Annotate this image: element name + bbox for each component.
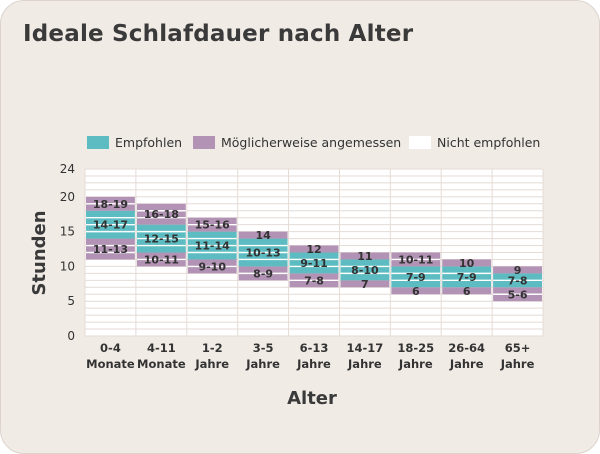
x-tick-label: Monate xyxy=(86,357,135,371)
data-label-recommended: 7-9 xyxy=(457,271,477,284)
bar-upper-possible xyxy=(493,266,542,274)
x-tick-label: Jahre xyxy=(449,357,484,371)
bar-upper-possible xyxy=(340,252,390,260)
data-label-upper: 11 xyxy=(357,250,372,263)
data-label-lower: 6 xyxy=(463,285,471,298)
data-label-lower: 6 xyxy=(412,285,420,298)
data-label-recommended: 10-13 xyxy=(246,247,281,260)
x-tick-label: 18-25 xyxy=(397,341,434,355)
y-tick-label: 15 xyxy=(60,225,75,239)
y-tick-label: 5 xyxy=(67,294,75,308)
legend-label-possible: Möglicherweise angemessen xyxy=(221,134,402,150)
x-tick-label: 65+ xyxy=(505,341,531,355)
x-tick-label: 14-17 xyxy=(346,341,383,355)
x-tick-label: Jahre xyxy=(500,357,535,371)
bar-upper-possible xyxy=(238,231,288,239)
legend-label-recommended: Empfohlen xyxy=(115,134,183,150)
bar-upper-possible xyxy=(136,203,186,225)
data-label-lower: 8-9 xyxy=(253,267,273,280)
legend-swatch-recommended xyxy=(87,135,109,149)
data-label-recommended: 9-11 xyxy=(300,257,328,270)
data-label-recommended: 12-15 xyxy=(144,233,179,246)
data-label-lower: 7-8 xyxy=(304,274,324,287)
bar-recommended xyxy=(442,266,492,288)
x-tick-label: Jahre xyxy=(245,357,280,371)
y-axis-title: Stunden xyxy=(29,210,50,295)
y-tick-label: 20 xyxy=(60,190,75,204)
bar-lower-possible xyxy=(391,287,441,295)
x-tick-label: 4-11 xyxy=(147,341,176,355)
legend-item-possible: Möglicherweise angemessen xyxy=(193,133,401,151)
data-label-lower: 9-10 xyxy=(198,260,226,273)
data-label-upper: 9 xyxy=(514,264,522,277)
x-tick-label: 3-5 xyxy=(253,341,274,355)
legend-swatch-possible xyxy=(193,135,215,149)
bar-recommended xyxy=(289,252,339,274)
data-label-upper: 16-18 xyxy=(144,208,179,221)
data-label-upper: 18-19 xyxy=(93,198,128,211)
y-tick-label: 24 xyxy=(60,162,75,176)
bar-upper-possible xyxy=(289,245,339,253)
x-tick-label: Jahre xyxy=(296,357,331,371)
x-tick-label: 26-64 xyxy=(448,341,485,355)
data-label-recommended: 7-8 xyxy=(508,274,528,287)
bar-recommended xyxy=(340,259,390,281)
x-axis-title: Alter xyxy=(287,388,337,409)
chart-title: Ideale Schlafdauer nach Alter xyxy=(23,21,414,47)
bar-lower-possible xyxy=(340,280,390,288)
data-label-recommended: 8-10 xyxy=(351,264,379,277)
data-label-upper: 10-11 xyxy=(398,253,433,266)
x-tick-label: Jahre xyxy=(398,357,433,371)
data-label-recommended: 7-9 xyxy=(406,271,426,284)
x-tick-label: 0-4 xyxy=(100,341,121,355)
data-label-lower: 7 xyxy=(361,278,369,291)
data-label-lower: 10-11 xyxy=(144,253,179,266)
bar-lower-possible xyxy=(442,287,492,295)
legend-item-not-recommended: Nicht empfohlen xyxy=(409,133,540,151)
data-label-upper: 12 xyxy=(306,243,321,256)
x-tick-label: Jahre xyxy=(194,357,229,371)
data-label-upper: 10 xyxy=(459,257,475,270)
data-label-upper: 15-16 xyxy=(195,219,231,232)
legend-swatch-not-recommended xyxy=(409,135,431,149)
data-label-recommended: 11-14 xyxy=(195,240,231,253)
data-label-lower: 5-6 xyxy=(508,288,528,301)
x-tick-label: 1-2 xyxy=(202,341,223,355)
bar-recommended xyxy=(391,266,441,288)
x-tick-label: Jahre xyxy=(347,357,382,371)
data-label-upper: 14 xyxy=(255,229,271,242)
legend-item-recommended: Empfohlen xyxy=(87,133,182,151)
bar-upper-possible xyxy=(442,259,492,267)
y-tick-label: 0 xyxy=(67,329,75,343)
data-label-recommended: 14-17 xyxy=(93,219,128,232)
y-tick-label: 10 xyxy=(60,259,75,273)
legend-label-not-recommended: Nicht empfohlen xyxy=(437,134,541,150)
x-tick-label: Monate xyxy=(137,357,186,371)
x-tick-label: 6-13 xyxy=(300,341,329,355)
bar-lower-possible xyxy=(86,238,135,260)
data-label-lower: 11-13 xyxy=(93,243,128,256)
